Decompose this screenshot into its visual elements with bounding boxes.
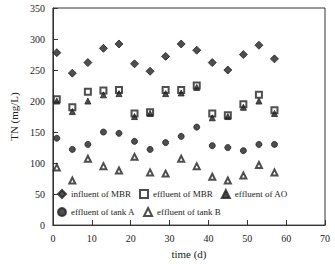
svg-text:20: 20 [126,233,136,244]
svg-text:0: 0 [40,220,45,231]
svg-text:TN (mg/L): TN (mg/L) [8,92,21,141]
svg-text:effluent of MBR: effluent of MBR [153,189,213,199]
svg-text:effluent of AO: effluent of AO [235,189,288,199]
svg-text:0: 0 [50,233,55,244]
svg-text:50: 50 [242,233,252,244]
svg-text:40: 40 [203,233,213,244]
svg-text:200: 200 [30,96,45,107]
svg-text:effluent of tank A: effluent of tank A [71,207,135,217]
svg-text:250: 250 [30,65,45,76]
svg-text:150: 150 [30,127,45,138]
svg-text:100: 100 [30,158,45,169]
svg-text:time (d): time (d) [171,248,206,261]
svg-text:300: 300 [30,34,45,45]
svg-text:influent of MBR: influent of MBR [71,189,131,199]
svg-text:350: 350 [30,3,45,14]
svg-text:effluent of tank B: effluent of tank B [157,207,221,217]
svg-text:30: 30 [165,233,175,244]
svg-text:10: 10 [87,233,97,244]
svg-text:50: 50 [35,189,45,200]
svg-text:70: 70 [320,233,330,244]
svg-text:60: 60 [281,233,291,244]
